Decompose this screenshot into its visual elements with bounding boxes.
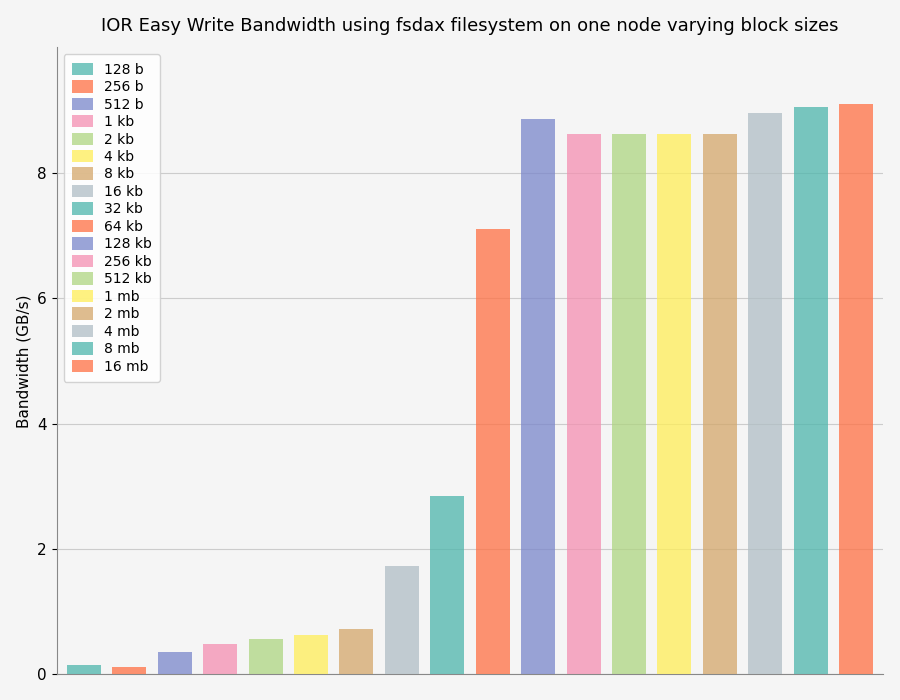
Bar — [203, 644, 238, 674]
Bar — [158, 652, 192, 674]
Bar — [612, 134, 646, 674]
Bar — [839, 104, 873, 674]
Bar — [794, 107, 828, 674]
Bar — [112, 667, 147, 674]
Bar — [67, 665, 101, 674]
Y-axis label: Bandwidth (GB/s): Bandwidth (GB/s) — [17, 294, 32, 428]
Bar — [748, 113, 782, 674]
Title: IOR Easy Write Bandwidth using fsdax filesystem on one node varying block sizes: IOR Easy Write Bandwidth using fsdax fil… — [102, 17, 839, 35]
Bar — [248, 638, 283, 674]
Bar — [476, 229, 509, 674]
Bar — [703, 134, 737, 674]
Bar — [566, 134, 600, 674]
Bar — [430, 496, 464, 674]
Bar — [385, 566, 418, 674]
Bar — [294, 635, 328, 674]
Bar — [521, 120, 555, 674]
Bar — [657, 134, 691, 674]
Legend: 128 b, 256 b, 512 b, 1 kb, 2 kb, 4 kb, 8 kb, 16 kb, 32 kb, 64 kb, 128 kb, 256 kb: 128 b, 256 b, 512 b, 1 kb, 2 kb, 4 kb, 8… — [64, 55, 160, 382]
Bar — [339, 629, 374, 674]
